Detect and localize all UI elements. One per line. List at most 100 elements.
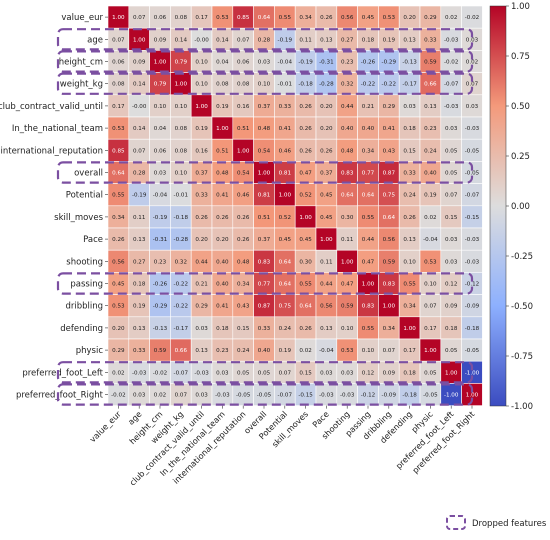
- cell-value-label: 0.77: [362, 171, 375, 177]
- cell-value-label: 0.26: [216, 215, 229, 221]
- cell-value-label: 0.37: [195, 171, 208, 177]
- cell-value-label: 0.08: [237, 82, 250, 88]
- cell-value-label: 0.13: [133, 326, 146, 332]
- cell-value-label: 0.83: [362, 304, 375, 310]
- cell-value-label: 0.53: [424, 259, 437, 265]
- cell-value-label: 0.10: [195, 82, 208, 88]
- cell-value-label: 0.17: [424, 326, 437, 332]
- cell-value-label: 0.12: [362, 370, 374, 376]
- cell-value-label: 0.16: [237, 104, 250, 110]
- dropped-feature-box: [56, 50, 474, 73]
- row-label: shooting: [66, 257, 103, 267]
- cell-value-label: 0.07: [279, 370, 292, 376]
- cell-value-label: 0.26: [320, 15, 333, 21]
- cell-value-label: 0.53: [341, 348, 354, 354]
- cell-value-label: 0.02: [466, 60, 478, 66]
- cell-value-label: 0.18: [445, 326, 458, 332]
- cell-value-label: -0.29: [153, 304, 168, 310]
- cell-value-label: 0.37: [258, 237, 271, 243]
- cell-value-label: 1.00: [299, 215, 312, 221]
- cell-value-label: 1.00: [216, 126, 229, 132]
- cell-value-label: -0.22: [382, 82, 396, 88]
- colorbar-tick-label: -1.00: [511, 402, 533, 412]
- cell-value-label: 0.34: [383, 326, 396, 332]
- cell-value-label: 0.21: [362, 104, 375, 110]
- cell-value-label: 0.03: [320, 370, 333, 376]
- cell-value-label: -0.03: [194, 370, 209, 376]
- cell-value-label: -0.03: [465, 126, 480, 132]
- cell-value-label: 1.00: [362, 282, 375, 288]
- cell-value-label: 0.17: [112, 104, 125, 110]
- cell-value-label: 1.00: [383, 304, 396, 310]
- cell-value-label: 0.43: [383, 148, 396, 154]
- cell-value-label: 0.64: [279, 259, 292, 265]
- cell-value-label: 0.85: [237, 15, 250, 21]
- cell-value-label: 0.44: [195, 259, 208, 265]
- cell-value-label: 1.00: [154, 60, 167, 66]
- cell-value-label: -0.01: [174, 193, 189, 199]
- cell-value-label: 0.33: [133, 348, 146, 354]
- column-labels: value_eur ageheight_cmweight_kgclub_contr…: [87, 405, 477, 488]
- cell-value-label: 0.28: [258, 37, 271, 43]
- cell-value-label: 0.15: [237, 326, 250, 332]
- cell-value-label: 0.55: [299, 282, 312, 288]
- cell-value-label: 0.40: [216, 282, 229, 288]
- cell-value-label: 0.85: [112, 148, 125, 154]
- cell-value-label: -0.15: [465, 215, 480, 221]
- row-label: physic: [76, 346, 104, 356]
- cell-value-label: 0.13: [403, 37, 416, 43]
- cell-value-label: -0.13: [402, 60, 417, 66]
- cell-value-label: -0.07: [444, 82, 459, 88]
- cell-value-label: 0.81: [279, 171, 292, 177]
- cell-value-label: 0.20: [112, 326, 125, 332]
- cell-value-label: 0.51: [216, 148, 229, 154]
- cell-value-label: 0.18: [133, 282, 146, 288]
- cell-value-label: 0.64: [279, 282, 292, 288]
- cell-value-label: 0.20: [320, 126, 333, 132]
- cell-value-label: 0.09: [133, 60, 146, 66]
- cell-value-label: -0.05: [257, 393, 272, 399]
- row-label: In_the_national_team: [12, 124, 103, 134]
- cell-value-label: -0.28: [174, 237, 189, 243]
- cell-value-label: 0.24: [279, 326, 292, 332]
- cell-value-label: 0.19: [216, 104, 229, 110]
- cell-value-label: 0.48: [258, 126, 271, 132]
- cell-value-label: -0.07: [465, 193, 480, 199]
- colorbar-tick-label: 0.25: [511, 152, 530, 162]
- cell-value-label: 0.14: [133, 126, 146, 132]
- cell-value-label: 0.45: [320, 215, 333, 221]
- cell-value-label: 0.55: [362, 326, 375, 332]
- cell-value-label: 1.00: [445, 370, 458, 376]
- cell-value-label: 0.51: [258, 215, 271, 221]
- cell-value-label: 0.18: [403, 370, 416, 376]
- cell-value-label: 0.64: [112, 171, 125, 177]
- cell-value-label: 0.21: [195, 282, 208, 288]
- cell-value-label: 0.10: [154, 104, 167, 110]
- cell-value-label: 0.26: [237, 237, 250, 243]
- cell-value-label: 0.18: [403, 126, 416, 132]
- row-label: height_cm: [59, 58, 103, 68]
- cell-value-label: 0.13: [424, 104, 437, 110]
- cell-value-label: 0.15: [445, 215, 458, 221]
- cell-value-label: 0.08: [216, 82, 229, 88]
- cell-value-label: 0.55: [279, 15, 292, 21]
- cell-value-label: 0.09: [154, 37, 167, 43]
- cell-value-label: 0.02: [112, 370, 124, 376]
- row-label: passing: [70, 280, 103, 290]
- cell-value-label: 0.56: [383, 237, 396, 243]
- colorbar-tick-label: -0.25: [511, 252, 533, 262]
- cell-value-label: -0.18: [174, 215, 189, 221]
- cell-value-label: 0.23: [424, 126, 437, 132]
- cell-value-label: 0.87: [258, 304, 271, 310]
- cell-value-label: 0.53: [112, 126, 125, 132]
- cell-value-label: -0.15: [298, 393, 313, 399]
- cell-value-label: -0.17: [402, 82, 417, 88]
- cell-value-label: 1.00: [403, 326, 416, 332]
- cell-value-label: 1.00: [424, 348, 437, 354]
- cell-value-label: 1.00: [341, 259, 354, 265]
- cell-value-label: 0.26: [403, 215, 416, 221]
- cell-value-label: -0.26: [153, 282, 168, 288]
- cell-value-label: 0.10: [258, 82, 271, 88]
- cell-value-label: -0.05: [465, 148, 480, 154]
- cell-value-label: 0.03: [466, 37, 479, 43]
